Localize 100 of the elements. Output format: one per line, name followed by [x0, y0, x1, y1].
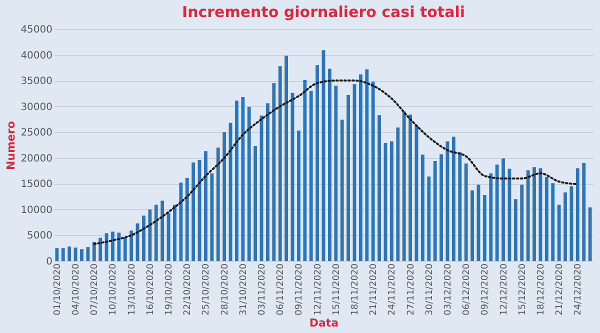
- bar: [482, 195, 486, 261]
- bar: [532, 167, 536, 261]
- bar: [358, 74, 362, 261]
- bar: [222, 132, 226, 261]
- bar: [408, 114, 412, 261]
- bar: [502, 158, 505, 261]
- bar: [247, 106, 251, 261]
- bar: [130, 230, 134, 261]
- bar: [489, 173, 493, 261]
- bar: [544, 176, 548, 261]
- bar: [402, 111, 406, 261]
- bar: [334, 86, 338, 261]
- bar: [551, 183, 555, 261]
- bar: [309, 90, 313, 261]
- y-tick-label: 25000: [20, 128, 52, 139]
- x-tick-label: 15/12/2020: [518, 263, 528, 316]
- x-tick-label: 18/11/2020: [350, 263, 360, 316]
- x-tick-label: 12/11/2020: [313, 263, 324, 316]
- x-tick-label: 18/12/2020: [536, 263, 546, 316]
- bar: [61, 248, 65, 261]
- bar: [495, 164, 499, 261]
- x-tick-label: 12/12/2020: [499, 263, 510, 316]
- bar: [179, 182, 183, 261]
- bar: [576, 168, 580, 261]
- x-tick-label: 06/11/2020: [276, 263, 286, 316]
- x-tick-label: 09/11/2020: [294, 263, 305, 316]
- y-tick-label: 45000: [20, 24, 52, 36]
- bar: [192, 162, 196, 261]
- bar: [117, 232, 121, 261]
- bar: [80, 249, 84, 261]
- bar: [328, 68, 332, 261]
- bar: [557, 204, 561, 261]
- bar: [142, 216, 146, 261]
- y-tick-label: 35000: [20, 76, 52, 88]
- bar: [433, 160, 437, 261]
- x-tick-label: 07/10/2020: [90, 263, 100, 316]
- bar: [520, 184, 524, 261]
- bar: [420, 154, 424, 261]
- bar: [123, 237, 127, 261]
- bar: [284, 56, 288, 261]
- y-tick-label: 15000: [20, 179, 52, 190]
- y-tick-label: 5000: [27, 230, 52, 242]
- y-tick-label: 20000: [20, 153, 52, 164]
- bar: [588, 207, 592, 261]
- bar: [371, 82, 375, 261]
- x-tick-label: 03/11/2020: [258, 263, 268, 316]
- y-tick-label: 40000: [20, 50, 52, 62]
- bar: [86, 247, 90, 261]
- y-tick-label: 0: [46, 256, 52, 268]
- bar: [92, 242, 96, 261]
- x-tick-label: 04/10/2020: [72, 263, 82, 316]
- bar: [396, 127, 400, 261]
- bar: [204, 151, 208, 261]
- bar: [458, 152, 462, 261]
- x-tick-label: 13/10/2020: [127, 263, 138, 316]
- bar: [346, 94, 350, 261]
- bar: [440, 154, 443, 261]
- bar: [564, 192, 567, 261]
- x-tick-label: 28/10/2020: [220, 263, 230, 316]
- bar: [111, 232, 114, 261]
- x-tick-label: 22/10/2020: [183, 263, 194, 316]
- bar: [173, 204, 176, 261]
- bar: [278, 66, 282, 261]
- x-tick-label: 21/11/2020: [369, 263, 380, 316]
- bar: [378, 115, 381, 261]
- bar: [55, 248, 59, 261]
- bar: [514, 199, 518, 261]
- y-axis-title: Numero: [4, 120, 18, 170]
- x-tick-label: 30/11/2020: [424, 263, 435, 316]
- x-tick-label: 10/10/2020: [108, 263, 119, 316]
- x-tick-label: 03/12/2020: [443, 263, 454, 316]
- x-tick-label: 24/12/2020: [574, 263, 584, 316]
- chart-title: Incremento giornaliero casi totali: [182, 3, 466, 21]
- bar: [185, 178, 189, 261]
- bar: [266, 103, 270, 261]
- bar: [68, 246, 72, 261]
- bar: [297, 130, 300, 261]
- bar: [210, 173, 214, 261]
- x-tick-label: 01/10/2020: [52, 263, 63, 316]
- bar: [316, 65, 320, 261]
- bar: [452, 136, 456, 261]
- bar: [340, 120, 344, 261]
- x-tick-label: 19/10/2020: [164, 263, 175, 316]
- y-tick-label: 10000: [20, 204, 52, 216]
- x-tick-label: 21/12/2020: [555, 263, 566, 316]
- bar: [464, 164, 468, 261]
- bar: [154, 204, 158, 261]
- bar: [148, 209, 152, 261]
- bar: [254, 146, 258, 261]
- bar: [272, 83, 276, 261]
- x-tick-label: 09/12/2020: [480, 263, 491, 316]
- x-axis-title: Data: [309, 316, 339, 330]
- bar: [160, 200, 164, 261]
- x-tick-label: 15/11/2020: [332, 263, 342, 316]
- bar: [390, 141, 394, 261]
- line-series: [93, 80, 579, 245]
- x-tick-label: 25/10/2020: [202, 263, 212, 316]
- x-tick-label: 06/12/2020: [462, 263, 472, 316]
- bar: [241, 97, 245, 261]
- y-tick-label: 30000: [20, 102, 52, 113]
